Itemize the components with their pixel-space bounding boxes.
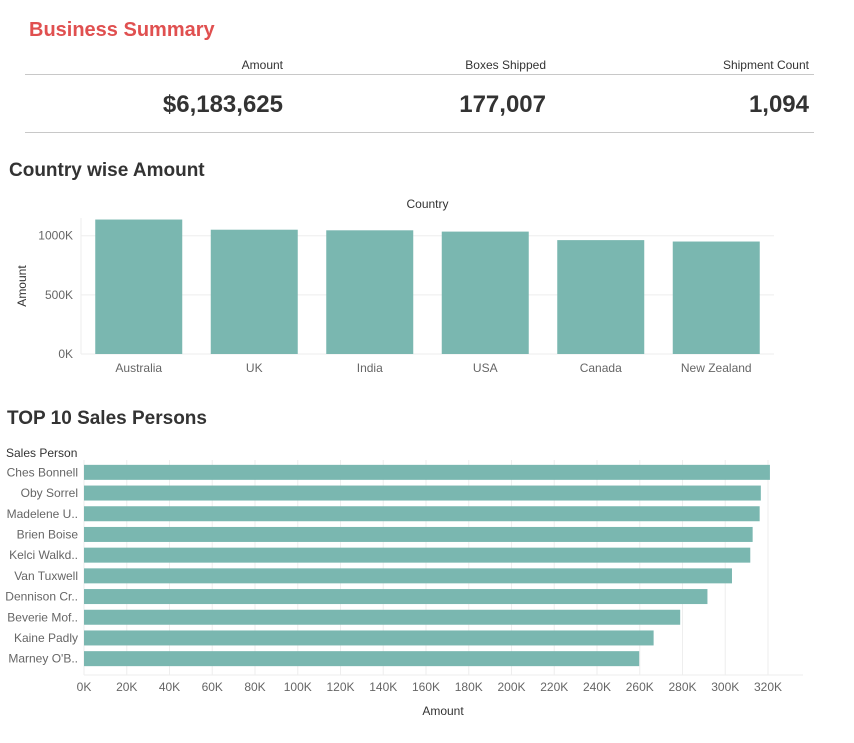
kpi-shipments-label: Shipment Count [722,58,809,72]
kpi-value-row: $6,183,625 177,007 1,094 [25,75,814,133]
sales-bar [84,609,681,625]
sales-x-tick-label: 100K [284,680,312,694]
sales-x-tick-label: 160K [412,680,440,694]
sales-x-tick-label: 140K [369,680,397,694]
sales-bar [84,526,753,542]
country-x-tick-label: Canada [580,361,622,375]
country-x-tick-label: Australia [115,361,162,375]
sales-person-label: Van Tuxwell [14,569,78,583]
sales-person-label: Dennison Cr.. [5,590,78,604]
country-y-tick-label: 1000K [38,229,73,243]
sales-x-tick-label: 320K [754,680,782,694]
sales-x-tick-label: 20K [116,680,137,694]
sales-section-title: TOP 10 Sales Persons [7,408,207,429]
kpi-amount-value: $6,183,625 [162,91,283,118]
sales-x-tick-label: 120K [326,680,354,694]
kpi-boxes-value: 177,007 [459,91,546,118]
kpi-shipments-value: 1,094 [748,91,809,118]
country-bar [326,230,414,354]
sales-x-tick-label: 260K [626,680,654,694]
country-bar-chart: Country 0K 500K 1000K Amount Australia UK India… [15,197,774,375]
sales-person-label: Kelci Walkd.. [9,548,78,562]
country-y-tick-label: 500K [45,288,73,302]
summary-title: Business Summary [29,19,215,41]
sales-x-tick-label: 40K [159,680,180,694]
country-y-tick-label: 0K [58,347,73,361]
sales-person-label: Oby Sorrel [21,486,78,500]
country-y-axis-title: Amount [15,265,29,307]
sales-bar [84,547,751,563]
country-bar [95,219,183,354]
sales-x-tick-label: 200K [497,680,525,694]
sales-person-label: Ches Bonnell [7,465,78,479]
sales-bar-chart: Sales Person 0K 20K 40K 60K 80K 100K 120K 140K 16… [5,446,803,718]
sales-person-label: Brien Boise [17,527,79,541]
country-bar [557,240,645,354]
sales-person-label: Madelene U.. [7,507,78,521]
kpi-amount-label: Amount [241,58,283,72]
sales-x-tick-label: 80K [244,680,265,694]
sales-bar [84,506,760,522]
country-section-title: Country wise Amount [9,160,205,181]
country-x-tick-label: New Zealand [681,361,752,375]
sales-bar [84,464,770,480]
sales-x-tick-label: 0K [77,680,92,694]
sales-bar [84,485,761,501]
country-bar [441,231,529,354]
kpi-boxes-label: Boxes Shipped [465,58,546,72]
sales-bar [84,651,640,667]
sales-person-label: Marney O'B.. [8,652,78,666]
country-x-tick-label: UK [246,361,263,375]
sales-row-header: Sales Person [6,446,77,460]
sales-person-label: Kaine Padly [14,631,78,645]
sales-x-tick-label: 240K [583,680,611,694]
sales-bar [84,630,654,646]
sales-bar [84,589,708,605]
country-bar [672,241,760,354]
country-column-header: Country [406,197,448,211]
country-bar [210,229,298,354]
sales-x-tick-label: 60K [202,680,223,694]
sales-person-label: Beverie Mof.. [7,610,78,624]
country-x-tick-label: India [357,361,383,375]
sales-x-axis-title: Amount [422,704,464,718]
kpi-header-row: Amount Boxes Shipped Shipment Count [25,57,814,75]
sales-x-tick-label: 180K [455,680,483,694]
sales-x-tick-label: 280K [668,680,696,694]
sales-x-tick-label: 220K [540,680,568,694]
country-x-tick-label: USA [473,361,498,375]
sales-bar [84,568,732,584]
sales-x-tick-label: 300K [711,680,739,694]
